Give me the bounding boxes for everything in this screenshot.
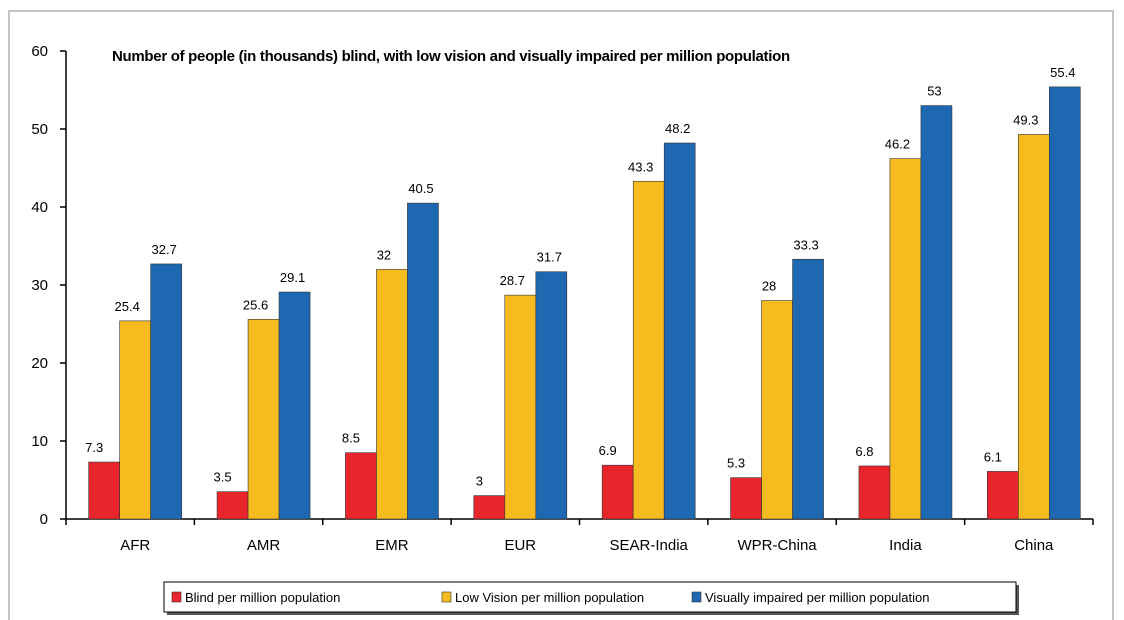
bar [119,320,151,520]
bar [889,158,922,520]
x-tick-label: WPR-China [737,537,817,554]
x-tick-label: India [889,537,922,554]
bar [376,269,408,520]
bars [88,86,1081,520]
bar [987,471,1019,520]
data-label: 55.4 [1050,65,1075,80]
bar [920,105,953,520]
legend-swatch [691,591,702,603]
data-label: 29.1 [280,270,305,285]
bar [216,491,249,520]
x-tick-label: EMR [375,537,409,554]
data-label: 25.4 [115,299,140,314]
data-label: 32.7 [152,242,177,257]
bar [632,180,665,520]
bar [88,461,120,520]
y-tick-label: 40 [31,199,48,216]
data-label: 5.3 [727,456,745,471]
bar [792,258,824,520]
x-tick-label: AMR [247,537,281,554]
y-axis: 0 10 20 30 40 50 60 [31,43,67,528]
chart-title: Number of people (in thousands) blind, w… [112,48,790,65]
bar [663,142,696,520]
legend-label: Blind per million population [185,590,340,605]
data-label: 25.6 [243,297,268,312]
bar [247,319,280,520]
bar [473,495,506,520]
bar [761,300,793,520]
data-label: 28 [762,279,776,294]
data-label: 6.9 [599,443,617,458]
x-tick-label: AFR [120,537,150,554]
bar [407,202,439,520]
data-label: 28.7 [500,273,525,288]
x-tick-label: EUR [504,537,536,554]
bar [504,294,537,520]
data-labels: 7.3 25.4 32.7 3.5 25.6 29.1 8.5 32 40.5 3 28.7 31.7… [85,65,1075,489]
data-label: 46.2 [885,137,910,152]
bar [1049,86,1081,520]
data-label: 8.5 [342,431,360,446]
data-label: 40.5 [408,181,433,196]
data-label: 53 [927,84,941,99]
legend-swatch [441,591,452,603]
bar [858,465,891,520]
bar [150,263,182,520]
legend-swatch [171,591,182,603]
x-axis: AFR AMR EMR EUR SEAR-India WPR-China India Chin… [65,518,1094,554]
legend: Blind per million population Low Vision p… [163,581,1019,615]
y-tick-label: 60 [31,43,48,60]
data-label: 43.3 [628,159,653,174]
data-label: 49.3 [1013,112,1038,127]
legend-box [163,581,1017,613]
data-label: 3 [476,474,483,489]
data-label: 6.8 [855,444,873,459]
y-tick-label: 30 [31,277,48,294]
y-tick-label: 20 [31,355,48,372]
data-label: 31.7 [537,250,562,265]
data-label: 48.2 [665,121,690,136]
data-label: 32 [377,247,391,262]
data-label: 33.3 [793,237,818,252]
legend-label: Visually impaired per million population [705,590,930,605]
y-tick-label: 50 [31,121,48,138]
y-tick-label: 0 [40,511,48,528]
bar [345,452,377,520]
bar [535,271,568,520]
legend-label: Low Vision per million population [455,590,644,605]
y-tick-label: 10 [31,433,48,450]
chart-frame [8,10,1114,620]
bar [601,464,634,520]
data-label: 3.5 [214,470,232,485]
x-tick-label: China [1014,537,1054,554]
bar [278,291,311,520]
data-label: 6.1 [984,449,1002,464]
bar [730,477,762,520]
x-tick-label: SEAR-India [610,537,689,554]
data-label: 7.3 [85,440,103,455]
bar [1018,134,1050,520]
